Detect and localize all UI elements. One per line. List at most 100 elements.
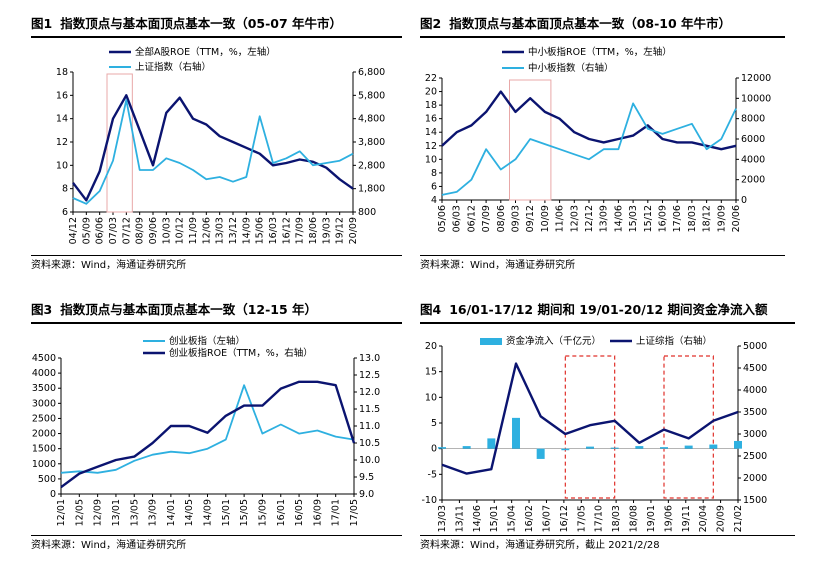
right-tick-label: 2500 <box>743 451 767 462</box>
legend-label: 中小板指数（右轴） <box>528 62 614 74</box>
right-tick-label: 6000 <box>741 134 765 145</box>
dashed-highlight-box <box>663 355 714 499</box>
figure-title: 指数顶点与基本面顶点基本一致（05-07 年牛市） <box>60 16 343 31</box>
x-tick-label: 16/09 <box>658 205 669 232</box>
bar <box>610 447 619 449</box>
bar <box>512 417 520 449</box>
left-tick-label: 12 <box>425 141 437 152</box>
left-tick-label: 10 <box>56 160 68 171</box>
x-tick-label: 21/02 <box>733 505 744 532</box>
x-tick-label: 12/05 <box>74 499 85 526</box>
right-tick-label: 2000 <box>741 175 765 186</box>
x-tick-label: 19/06 <box>663 505 674 532</box>
right-tick-label: 1500 <box>743 495 767 506</box>
left-tick-label: 18 <box>425 100 437 111</box>
left-tick-label: -10 <box>421 495 437 506</box>
x-tick-label: 13/01 <box>111 499 122 526</box>
left-tick-label: 2500 <box>32 413 56 424</box>
x-tick-label: 19/09 <box>716 205 727 232</box>
left-tick-label: 8 <box>62 184 68 195</box>
left-tick-label: 14 <box>425 127 437 138</box>
right-tick-label: 10.0 <box>359 455 380 466</box>
x-tick-label: 07/03 <box>108 217 119 244</box>
legend-label: 上证指数（右轴） <box>135 61 211 73</box>
x-tick-label: 20/09 <box>716 505 727 532</box>
x-tick-label: 07/12 <box>121 217 132 244</box>
x-tick-label: 17/01 <box>331 499 342 526</box>
left-tick-label: 6 <box>431 181 437 192</box>
right-tick-label: 9.5 <box>359 472 374 483</box>
left-tick-label: 5 <box>431 418 437 429</box>
left-tick-label: 8 <box>431 168 437 179</box>
right-tick-label: 5000 <box>743 341 767 352</box>
x-tick-label: 18/06 <box>308 217 319 244</box>
x-tick-label: 12/12 <box>584 205 595 232</box>
x-tick-label: 12/09 <box>93 499 104 526</box>
legend-label: 创业板指（左轴） <box>169 335 245 347</box>
x-tick-label: 13/12 <box>228 217 239 244</box>
x-tick-label: 17/05 <box>349 499 360 526</box>
x-tick-label: 20/06 <box>731 205 742 232</box>
right-tick-label: 12.5 <box>359 370 380 381</box>
figure-title: 16/01-17/12 期间和 19/01-20/12 期间资金净流入额 <box>449 302 768 317</box>
figure-number: 图1 <box>31 16 53 31</box>
right-tick-label: 11.0 <box>359 421 380 432</box>
left-tick-label: -5 <box>428 469 437 480</box>
bar <box>536 448 545 459</box>
source-note: 资料来源：Wind，海通证券研究所 <box>31 535 402 556</box>
highlight-box <box>106 73 133 213</box>
x-tick-label: 15/05 <box>239 499 250 526</box>
x-tick-label: 12/03 <box>569 205 580 232</box>
x-tick-label: 16/05 <box>294 499 305 526</box>
panel-title: 图3 指数顶点与基本面顶点基本一致（12-15 年） <box>31 300 402 324</box>
source-note: 资料来源：Wind，海通证券研究所 <box>420 255 785 276</box>
x-tick-label: 17/10 <box>594 505 605 532</box>
figure-number: 图3 <box>31 302 53 317</box>
x-tick-label: 19/01 <box>646 505 657 532</box>
chart-panel-1: 图1 指数顶点与基本面顶点基本一致（05-07 年牛市） 6 8 10 12 14 16 18… <box>31 14 402 276</box>
left-tick-label: 3500 <box>32 383 56 394</box>
bar <box>660 447 668 449</box>
right-tick-label: 3000 <box>743 429 767 440</box>
x-tick-label: 19/11 <box>681 505 692 532</box>
x-tick-label: 06/03 <box>452 205 463 232</box>
right-tick-label: 800 <box>358 207 376 218</box>
left-tick-label: 4000 <box>32 368 56 379</box>
left-tick-label: 14 <box>56 114 68 125</box>
left-tick-label: 20 <box>425 87 437 98</box>
x-tick-label: 14/06 <box>472 505 483 532</box>
x-tick-label: 14/05 <box>184 499 195 526</box>
x-tick-label: 09/12 <box>525 205 536 232</box>
legend-label: 全部A股ROE（TTM，%，左轴） <box>135 46 276 58</box>
x-tick-label: 16/12 <box>559 505 570 532</box>
x-tick-label: 13/09 <box>148 499 159 526</box>
bar <box>635 446 644 449</box>
right-tick-label: 13.0 <box>359 353 380 364</box>
left-tick-label: 20 <box>425 341 437 352</box>
right-tick-label: 4000 <box>741 154 765 165</box>
series-line <box>72 99 354 205</box>
right-tick-label: 8000 <box>741 114 765 125</box>
x-tick-label: 20/09 <box>348 217 359 244</box>
x-tick-label: 16/01 <box>276 499 287 526</box>
series-line <box>441 102 737 196</box>
x-tick-label: 15/12 <box>643 205 654 232</box>
x-tick-label: 17/09 <box>295 217 306 244</box>
source-note: 资料来源：Wind，海通证券研究所，截止 2021/2/28 <box>420 535 795 556</box>
panel-title: 图2 指数顶点与基本面顶点基本一致（08-10 年牛市） <box>420 14 785 38</box>
x-tick-label: 20/04 <box>698 505 709 532</box>
x-tick-label: 18/03 <box>687 205 698 232</box>
series-line <box>72 94 354 202</box>
x-tick-label: 13/03 <box>215 217 226 244</box>
left-tick-label: 15 <box>425 367 437 378</box>
chart-panel-3: 图3 指数顶点与基本面顶点基本一致（12-15 年） 0 500 1000 1500 20… <box>31 300 402 556</box>
legend-label: 创业板指ROE（TTM，%，右轴） <box>169 347 313 359</box>
x-tick-label: 11/09 <box>188 217 199 244</box>
chart-panel-2: 图2 指数顶点与基本面顶点基本一致（08-10 年牛市） 4 6 8 10 12 14 16 1… <box>420 14 785 276</box>
x-tick-label: 10/09 <box>540 205 551 232</box>
right-tick-label: 10000 <box>741 93 771 104</box>
figure-title: 指数顶点与基本面顶点基本一致（12-15 年） <box>60 302 318 317</box>
x-tick-label: 09/03 <box>511 205 522 232</box>
chart-1: 6 8 10 12 14 16 18 800 1,800 2,800 3,800 4,800 5,800… <box>56 46 385 244</box>
x-tick-label: 14/01 <box>166 499 177 526</box>
